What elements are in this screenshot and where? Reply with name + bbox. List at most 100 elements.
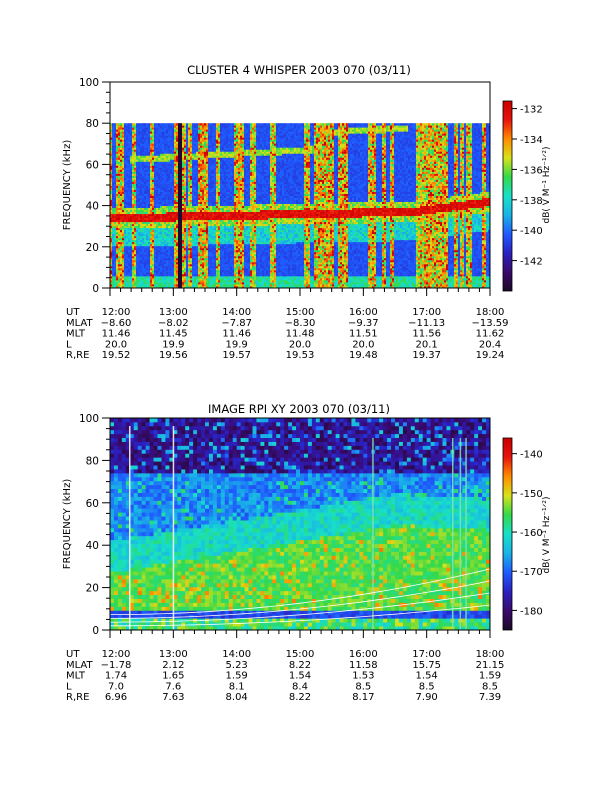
- spectrogram-cell: [186, 249, 189, 253]
- spectrogram-cell: [122, 263, 125, 267]
- spectrogram-cell: [202, 213, 205, 217]
- spectrogram-cell: [188, 219, 191, 223]
- spectrogram-cell: [200, 155, 203, 158]
- spectrogram-cell: [180, 145, 183, 148]
- spectrogram-cell: [172, 187, 175, 190]
- spectrogram-cell: [198, 267, 201, 271]
- spectrogram-cell: [196, 155, 199, 158]
- spectrogram-cell: [182, 157, 185, 160]
- spectrogram-cell: [116, 175, 119, 178]
- spectrogram-cell: [178, 143, 181, 146]
- spectrogram-cell: [150, 165, 153, 168]
- spectrogram-cell: [168, 229, 171, 233]
- spectrogram-cell: [160, 189, 163, 192]
- spectrogram-cell: [204, 213, 207, 217]
- spectrogram-cell: [194, 275, 197, 279]
- spectrogram-cell: [184, 231, 187, 235]
- spectrogram-cell: [112, 151, 115, 154]
- spectrogram-cell: [132, 159, 135, 162]
- spectrogram-cell: [114, 217, 117, 221]
- spectrogram-cell: [192, 263, 195, 267]
- spectrogram-cell: [200, 217, 203, 221]
- spectrogram-cell: [136, 255, 139, 259]
- spectrogram-cell: [162, 133, 165, 136]
- spectrogram-cell: [134, 191, 137, 194]
- spectrogram-cell: [182, 273, 185, 277]
- spectrogram-cell: [178, 203, 181, 206]
- spectrogram-cell: [130, 269, 133, 273]
- spectrogram-cell: [162, 165, 165, 168]
- spectrogram-cell: [130, 185, 133, 188]
- spectrogram-cell: [112, 255, 115, 259]
- spectrogram-cell: [148, 163, 151, 166]
- spectrogram-cell: [126, 235, 129, 239]
- spectrogram-cell: [118, 177, 121, 180]
- spectrogram-cell: [178, 183, 181, 186]
- spectrogram-cell: [146, 273, 149, 277]
- spectrogram-cell: [164, 275, 167, 279]
- spectrogram-cell: [198, 227, 201, 231]
- spectrogram-cell: [166, 145, 169, 148]
- spectrogram-cell: [204, 215, 207, 219]
- spectrogram-cell: [188, 135, 191, 138]
- spectrogram-cell: [154, 211, 157, 215]
- spectrogram-cell: [154, 279, 157, 283]
- spectrogram-cell: [166, 255, 169, 259]
- spectrogram-cell: [152, 193, 155, 196]
- spectrogram-cell: [126, 243, 129, 247]
- spectrogram-cell: [154, 259, 157, 263]
- spectrogram-cell: [142, 229, 145, 233]
- spectrogram-cell: [162, 253, 165, 257]
- spectrogram-cell: [202, 251, 205, 255]
- spectrogram-cell: [152, 203, 155, 206]
- spectrogram-cell: [196, 223, 199, 227]
- spectrogram-cell: [200, 253, 203, 257]
- spectrogram-cell: [162, 225, 165, 229]
- spectrogram-cell: [122, 183, 125, 186]
- spectrogram-cell: [124, 199, 127, 202]
- spectrogram-cell: [144, 153, 147, 156]
- spectrogram-cell: [128, 263, 131, 267]
- spectrogram-cell: [124, 189, 127, 192]
- spectrogram-cell: [188, 213, 191, 217]
- spectrogram-cell: [132, 285, 135, 289]
- spectrogram-cell: [136, 153, 139, 156]
- spectrogram-cell: [198, 217, 201, 221]
- spectrogram-cell: [204, 177, 207, 180]
- spectrogram-cell: [134, 271, 137, 275]
- spectrogram-cell: [204, 141, 207, 144]
- spectrogram-cell: [194, 139, 197, 142]
- spectrogram-cell: [200, 231, 203, 235]
- spectrogram-cell: [148, 159, 151, 162]
- spectrogram-cell: [144, 155, 147, 158]
- spectrogram-cell: [190, 239, 193, 243]
- spectrogram-cell: [170, 203, 173, 206]
- spectrogram-cell: [140, 185, 143, 188]
- spectrogram-cell: [170, 145, 173, 148]
- spectrogram-cell: [144, 201, 147, 204]
- spectrogram-cell: [194, 157, 197, 160]
- spectrogram-cell: [116, 201, 119, 204]
- spectrogram-cell: [162, 271, 165, 275]
- spectrogram-cell: [134, 247, 137, 251]
- spectrogram-cell: [118, 217, 121, 221]
- spectrogram-cell: [124, 149, 127, 152]
- spectrogram-cell: [172, 285, 175, 289]
- spectrogram-cell: [196, 159, 199, 162]
- spectrogram-cell: [142, 163, 145, 166]
- spectrogram-cell: [162, 123, 165, 126]
- spectrogram-cell: [146, 271, 149, 275]
- spectrogram-cell: [168, 217, 171, 221]
- spectrogram-cell: [158, 269, 161, 273]
- spectrogram-cell: [124, 159, 127, 162]
- spectrogram-cell: [148, 279, 151, 283]
- spectrogram-cell: [176, 153, 179, 156]
- spectrogram-cell: [146, 237, 149, 241]
- spectrogram-cell: [140, 193, 143, 196]
- spectrogram-cell: [144, 139, 147, 142]
- spectrogram-cell: [192, 197, 195, 200]
- spectrogram-cell: [174, 161, 177, 164]
- spectrogram-cell: [202, 149, 205, 152]
- spectrogram-cell: [120, 177, 123, 180]
- spectrogram-cell: [170, 151, 173, 154]
